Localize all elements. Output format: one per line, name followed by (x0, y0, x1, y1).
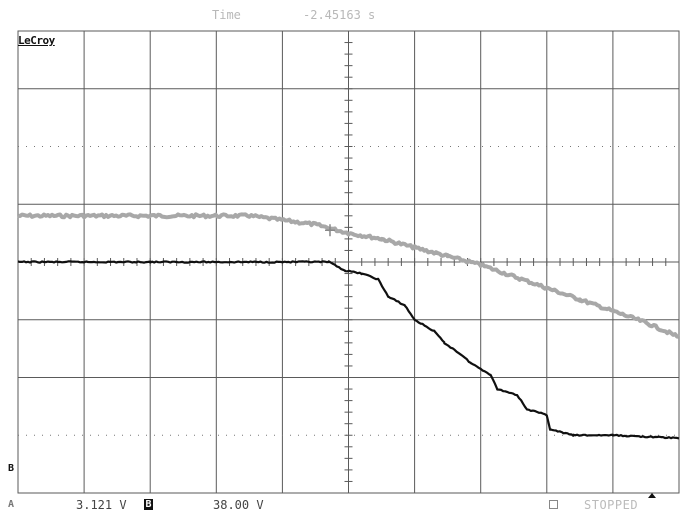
channel-b-value: 38.00 V (213, 498, 264, 512)
waveforms (17, 212, 680, 440)
channel-a-value: 3.121 V (76, 498, 127, 512)
trace-gray (17, 212, 680, 339)
channel-b-box: B (144, 499, 153, 510)
time-value: -2.45163 s (303, 8, 376, 22)
channel-a-marker: A (8, 499, 15, 510)
brand-logo: LeCroy (18, 34, 55, 47)
time-readout: Time -2.45163 s (0, 8, 688, 24)
trace-black (17, 260, 680, 440)
status-bar: A 3.121 V B 38.00 V STOPPED (0, 498, 688, 516)
time-label: Time (212, 8, 241, 22)
status-square-icon (549, 500, 558, 509)
acquisition-state: STOPPED (584, 498, 639, 512)
channel-b-marker: B (8, 463, 15, 474)
trigger-marker-icon (648, 493, 656, 498)
